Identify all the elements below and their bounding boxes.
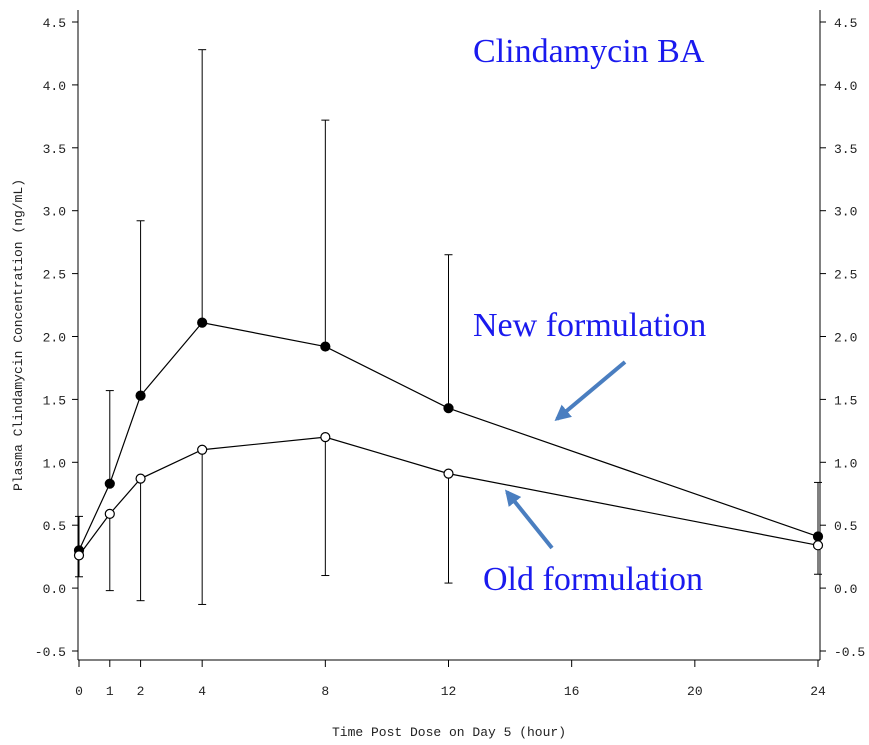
y2-tick-label: 3.0 (834, 205, 857, 220)
data-point (320, 341, 331, 352)
y-tick-label: 2.0 (43, 331, 66, 346)
data-point (104, 508, 115, 519)
data-point (135, 390, 146, 401)
y2-tick-label: 0.0 (834, 582, 857, 597)
x-axis-label: Time Post Dose on Day 5 (hour) (332, 725, 566, 740)
y2-tick-label: 4.5 (834, 16, 857, 31)
y2-tick-label: 3.5 (834, 142, 857, 157)
y2-tick-label: 4.0 (834, 79, 857, 94)
data-point (812, 540, 824, 551)
y-tick-label: 3.5 (43, 142, 66, 157)
data-point (812, 531, 824, 542)
data-point (73, 550, 85, 561)
y-tick-label: 4.0 (43, 79, 66, 94)
x-tick-label: 20 (687, 684, 703, 699)
series-annotation: New formulation (473, 307, 706, 344)
arrow (554, 360, 627, 422)
x-tick-label: 2 (137, 684, 145, 699)
y-tick-label: 3.0 (43, 205, 66, 220)
y2-tick-label: -0.5 (834, 645, 865, 660)
series-annotation: Old formulation (483, 561, 703, 598)
x-tick-label: 16 (564, 684, 580, 699)
data-point (443, 468, 454, 479)
y2-tick-label: 2.0 (834, 331, 857, 346)
title-annotation: Clindamycin BA (473, 33, 705, 70)
y2-tick-label: 1.5 (834, 393, 857, 408)
y-tick-label: 0.5 (43, 519, 66, 534)
x-tick-label: 8 (321, 684, 329, 699)
data-point (197, 444, 208, 455)
data-point (443, 403, 454, 414)
y-tick-label: 0.0 (43, 582, 66, 597)
y-tick-label: -0.5 (35, 645, 66, 660)
y-tick-label: 2.5 (43, 268, 66, 283)
data-point (197, 317, 208, 328)
x-tick-label: 4 (198, 684, 206, 699)
data-point (104, 478, 115, 489)
y2-tick-label: 0.5 (834, 519, 857, 534)
y-tick-label: 1.5 (43, 393, 66, 408)
arrow (504, 489, 554, 550)
y-tick-label: 4.5 (43, 16, 66, 31)
data-point (135, 473, 146, 484)
x-tick-label: 24 (810, 684, 826, 699)
data-point (320, 432, 331, 443)
y-tick-label: 1.0 (43, 456, 66, 471)
y2-tick-label: 2.5 (834, 268, 857, 283)
y2-tick-label: 1.0 (834, 456, 857, 471)
x-tick-label: 1 (106, 684, 114, 699)
x-tick-label: 12 (441, 684, 457, 699)
y-axis-label: Plasma Clindamycin Concentration (ng/mL) (11, 179, 26, 491)
x-tick-label: 0 (75, 684, 83, 699)
